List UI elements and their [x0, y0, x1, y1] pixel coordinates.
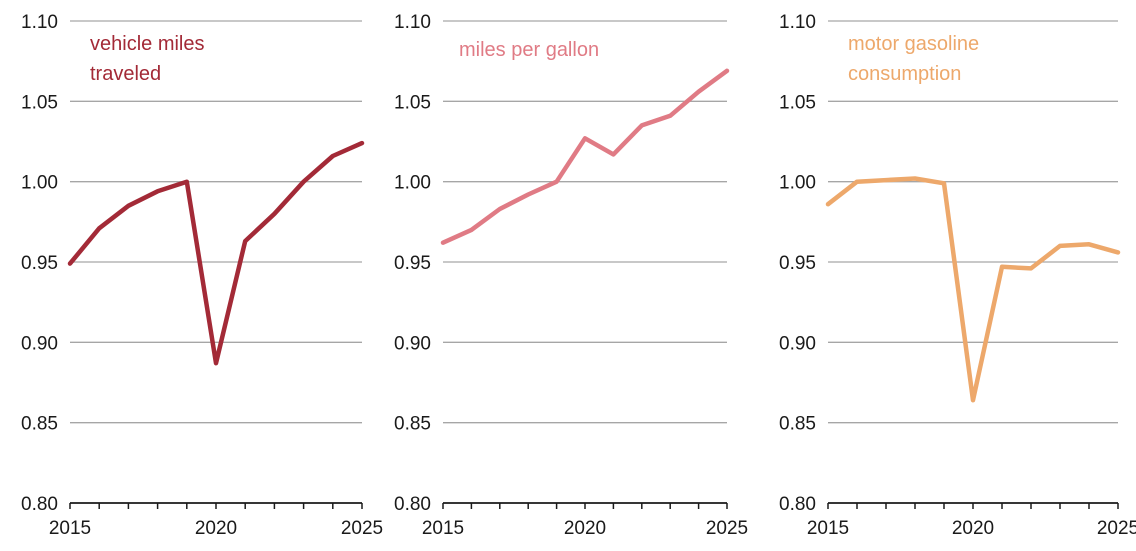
y-tick-label: 1.10: [394, 12, 431, 33]
x-tick-label: 2015: [49, 518, 91, 539]
x-tick-label: 2025: [341, 518, 383, 539]
y-tick-label: 0.90: [21, 333, 58, 354]
y-tick-label: 1.05: [394, 92, 431, 113]
x-tick-label: 2025: [1097, 518, 1136, 539]
y-tick-label: 1.00: [21, 173, 58, 194]
series-label-line: vehicle miles: [90, 33, 204, 55]
series-label: vehicle miles traveled: [90, 33, 204, 85]
y-tick-label: 0.80: [779, 494, 816, 515]
y-tick-label: 0.85: [394, 414, 431, 435]
panel-1: 0.80 0.85 0.90 0.95 1.00 1.05 1.10 2015 2020 2025…: [21, 12, 383, 539]
y-tick-label: 0.85: [779, 414, 816, 435]
panel-3: 0.80 0.85 0.90 0.95 1.00 1.05 1.10 2015 2020 2025…: [779, 12, 1136, 539]
y-tick-label: 1.00: [779, 173, 816, 194]
y-tick-label: 0.95: [21, 253, 58, 274]
x-tick-label: 2015: [422, 518, 464, 539]
y-tick-label: 0.85: [21, 414, 58, 435]
y-tick-label: 1.10: [779, 12, 816, 33]
series-label-line: motor gasoline: [848, 33, 979, 55]
x-tick-label: 2025: [706, 518, 748, 539]
y-tick-label: 0.90: [394, 333, 431, 354]
series-label-line: miles per gallon: [459, 39, 599, 61]
x-tick-label: 2015: [807, 518, 849, 539]
series-label: motor gasoline consumption: [848, 33, 979, 85]
series-label: miles per gallon: [459, 39, 599, 61]
y-tick-label: 1.00: [394, 173, 431, 194]
y-tick-label: 1.05: [779, 92, 816, 113]
series-line: [67, 140, 365, 366]
y-tick-label: 0.80: [21, 494, 58, 515]
y-tick-label: 0.90: [779, 333, 816, 354]
series-line: [825, 176, 1121, 403]
x-tick-label: 2020: [952, 518, 994, 539]
x-tick-label: 2020: [564, 518, 606, 539]
y-tick-label: 1.05: [21, 92, 58, 113]
series-label-line: consumption: [848, 63, 961, 85]
x-tick-label: 2020: [195, 518, 237, 539]
y-tick-label: 1.10: [21, 12, 58, 33]
y-tick-label: 0.95: [394, 253, 431, 274]
series-label-line: traveled: [90, 63, 161, 85]
series-line: [440, 68, 730, 245]
y-tick-label: 0.80: [394, 494, 431, 515]
panel-2: 0.80 0.85 0.90 0.95 1.00 1.05 1.10 2015 2020 2025…: [394, 12, 748, 539]
y-tick-label: 0.95: [779, 253, 816, 274]
